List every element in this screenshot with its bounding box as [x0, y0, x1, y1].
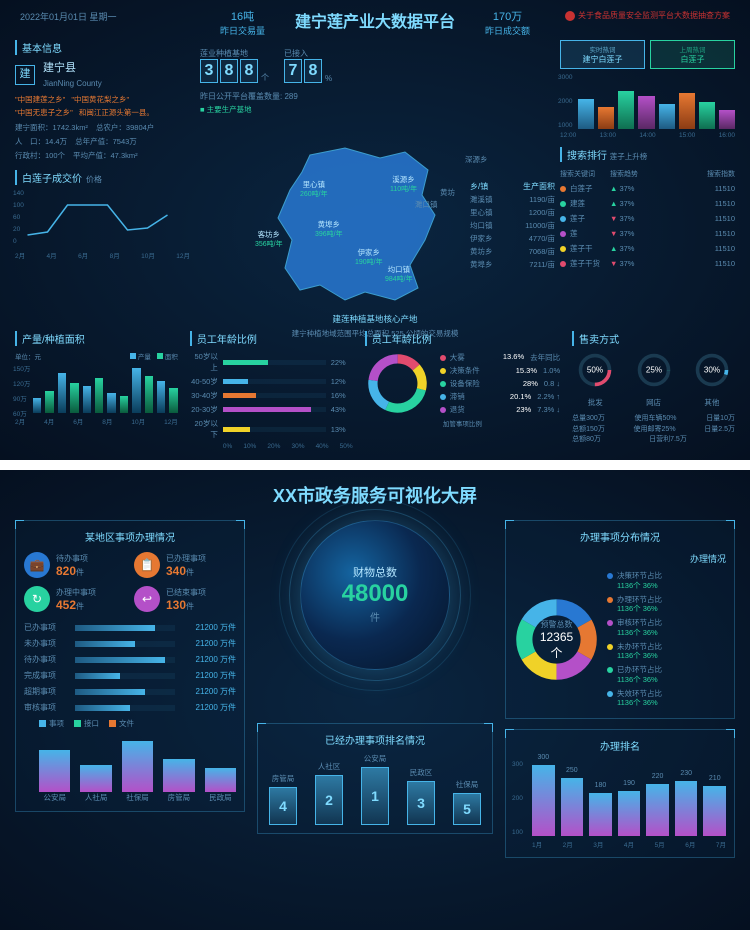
- price-x-axis: 2月4月6月8月10月12月: [15, 250, 190, 260]
- metric-3: ↩已结束事项130件: [134, 586, 236, 612]
- county-stats: 建宁面积：1742.3km²总农户：39804户人 口：14.4万总年产值：75…: [15, 122, 190, 162]
- notice-banner[interactable]: 关于食品质量安全监测平台大数据抽查方案: [565, 10, 730, 21]
- tab-lastweek[interactable]: 上周热词白莲子: [650, 40, 735, 69]
- panel-distribution: 办理事项分布情况 办理情况 预警总数12365个 决策环节占比1136个 36%…: [505, 520, 735, 719]
- hotword-bar-chart: 300020001000: [560, 74, 735, 129]
- search-rank-table: 搜索关键词搜索趋势搜索指数 白莲子▲37%11510建莲▲37%11510莲子▼…: [560, 167, 735, 271]
- svg-text:25%: 25%: [645, 366, 661, 375]
- price-line-chart: 14010060200: [15, 190, 190, 245]
- bottom-panels: 产量/种植面积 单位：元产量面积 150万120万90万60万 2月4月6月8月…: [15, 331, 735, 450]
- county-tags: "中国建莲之乡""中国黄花梨之乡""中国无患子之乡"和闽江正源头第一县。: [15, 94, 190, 120]
- tab-buttons: 实时热词建宁白莲子 上周热词白莲子: [560, 40, 735, 69]
- notice-icon: [565, 11, 575, 21]
- metric-1: 📋已办理事项340件: [134, 552, 236, 578]
- map-core-title: 建莲种植基地核心产地: [200, 313, 550, 325]
- rank-title: 搜索排行 莲子上升榜: [560, 147, 735, 162]
- county-name-cn: 建宁县: [43, 60, 102, 78]
- map-shape: [250, 140, 450, 305]
- date-label: 2022年01月01日 星期一: [20, 10, 117, 23]
- base-count: 388: [200, 59, 258, 83]
- price-chart-title: 白莲子成交价价格: [15, 170, 190, 185]
- subline: 昨日公开平台覆盖数量: 289: [200, 91, 550, 102]
- big-number-box: 莲业种植基地 388 个 已接入 78 %: [200, 48, 550, 83]
- panel-sales: 售卖方式 50%批发25%网店30%其他 总量300万使用车辆50%日量10万总…: [572, 331, 735, 450]
- county-badge: 建: [15, 65, 35, 85]
- d2-center-column: 财物总数 48000件 已经办理事项排名情况 房管局4人社区2公安局1民政区3社…: [257, 520, 493, 920]
- basic-info-title: 基本信息: [15, 40, 190, 55]
- hotword-x-axis: 12:0013:0014:0015:0016:00: [560, 132, 735, 139]
- metric-2: ↻办理中事项452件: [24, 586, 126, 612]
- map-legend: ■ 主要生产基地: [200, 104, 550, 115]
- dashboard-title: 建宁莲产业大数据平台: [295, 8, 455, 37]
- panel-age-hbar: 员工年龄比例 50岁以上22%40-50岁12%30-40岁16%20-30岁4…: [190, 331, 353, 450]
- township-list: 乡/镇生产面积 濉溪镇1190/亩里心镇1200/亩均口镇11000/亩伊家乡4…: [470, 180, 555, 271]
- age-donut-chart: [365, 351, 430, 416]
- distribution-donut: 预警总数12365个: [514, 597, 599, 682]
- tab-realtime[interactable]: 实时热词建宁白莲子: [560, 40, 645, 69]
- connected-pct: 78: [284, 59, 322, 83]
- center-column: 莲业种植基地 388 个 已接入 78 % 昨日公开平台覆盖数量: 289 ■ …: [200, 40, 550, 339]
- county-name-en: JianNing County: [43, 78, 102, 91]
- globe: 财物总数 48000件: [257, 520, 493, 715]
- panel-rank: 已经办理事项排名情况 房管局4人社区2公安局1民政区3社保局5: [257, 723, 493, 834]
- header: 2022年01月01日 星期一 16吨昨日交易量 建宁莲产业大数据平台 170万…: [0, 0, 750, 45]
- panel-area: 产量/种植面积 单位：元产量面积 150万120万90万60万 2月4月6月8月…: [15, 331, 178, 450]
- dashboard-lotus: 2022年01月01日 星期一 16吨昨日交易量 建宁莲产业大数据平台 170万…: [0, 0, 750, 460]
- map[interactable]: 里心镇260吨/年溪源乡110吨/年客坊乡356吨/年黄埠乡396吨/年伊家乡1…: [200, 120, 550, 310]
- panel-rank-chart: 办理排名 300200100 300250180190220230210 1月2…: [505, 729, 735, 858]
- dashboard-gov: XX市政务服务可视化大屏 某地区事项办理情况 💼待办事项820件📋已办理事项34…: [0, 470, 750, 930]
- right-column: 实时热词建宁白莲子 上周热词白莲子 300020001000 12:0013:0…: [560, 40, 735, 271]
- left-column: 基本信息 建 建宁县 JianNing County "中国建莲之乡""中国黄花…: [15, 40, 190, 260]
- panel-age-donut: 员工年龄比例 大雾13.6%去年同比决策条件15.3%1.0%设备保险28%0.…: [365, 331, 560, 450]
- metric-0: 💼待办事项820件: [24, 552, 126, 578]
- d2-left-column: 某地区事项办理情况 💼待办事项820件📋已办理事项340件↻办理中事项452件↩…: [15, 520, 245, 920]
- svg-text:50%: 50%: [587, 366, 603, 375]
- svg-text:30%: 30%: [704, 366, 720, 375]
- panel-region-status: 某地区事项办理情况 💼待办事项820件📋已办理事项340件↻办理中事项452件↩…: [15, 520, 245, 812]
- basic-info: 建 建宁县 JianNing County "中国建莲之乡""中国黄花梨之乡""…: [15, 60, 190, 162]
- d2-right-column: 办理事项分布情况 办理情况 预警总数12365个 决策环节占比1136个 36%…: [505, 520, 735, 920]
